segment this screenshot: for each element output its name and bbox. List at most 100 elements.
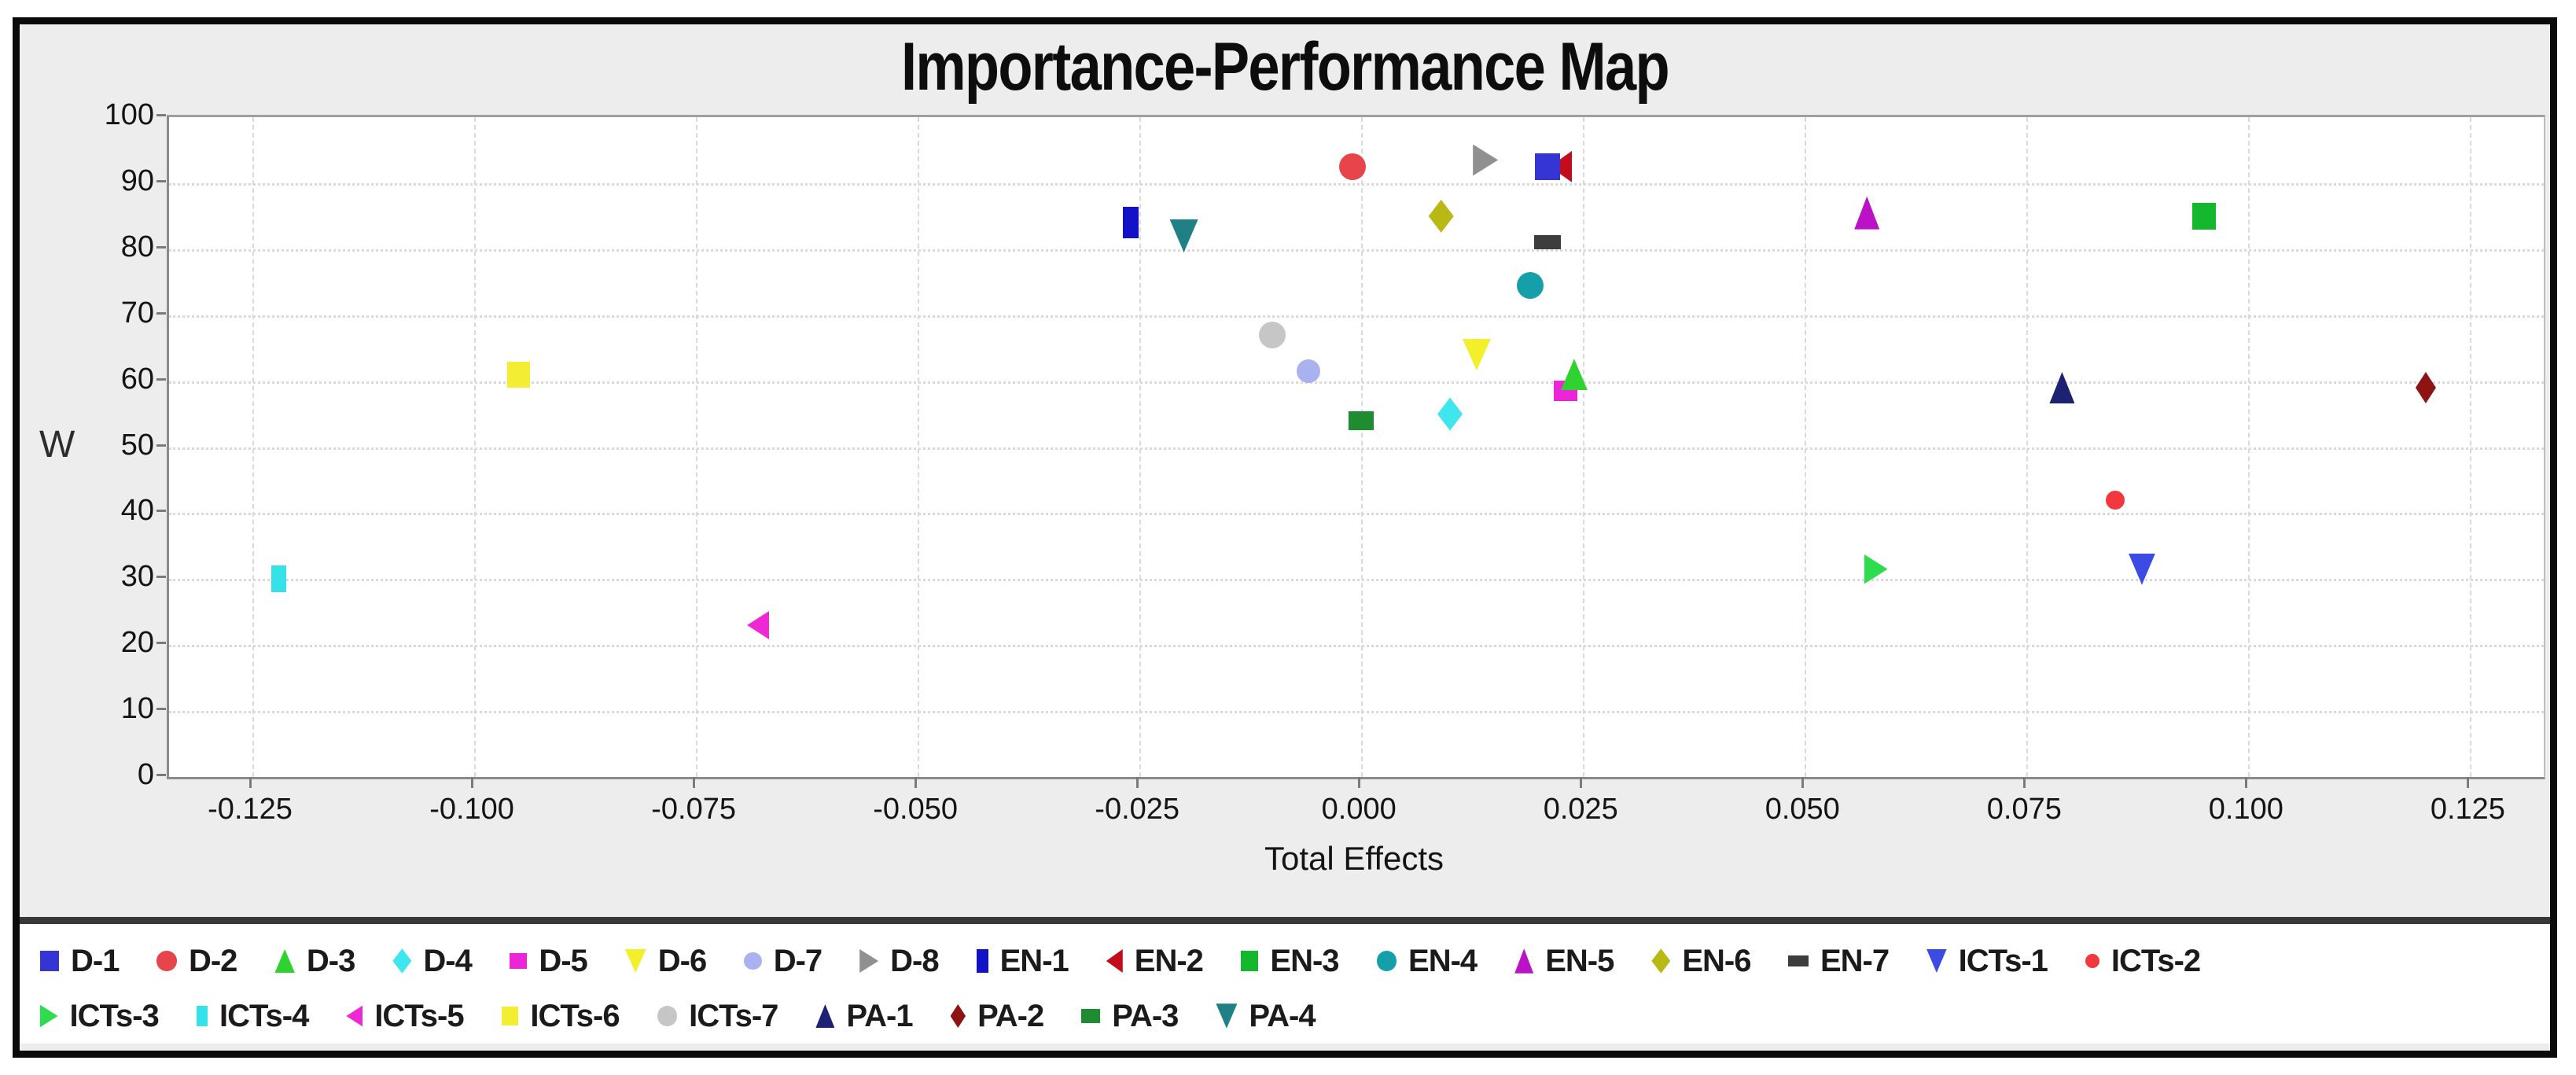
legend-item-ICTs-3: ICTs-3 — [40, 998, 160, 1034]
legend-item-D-5: D-5 — [509, 944, 588, 979]
legend-label: ICTs-3 — [69, 998, 160, 1033]
x-tick-label: 0.075 — [1986, 793, 2062, 826]
legend-item-PA-4: PA-4 — [1216, 998, 1316, 1034]
legend-item-D-4: D-4 — [392, 943, 473, 979]
legend-label: EN-5 — [1545, 943, 1614, 978]
data-point-ICTs-5 — [747, 611, 770, 640]
x-tick-mark — [914, 777, 918, 788]
y-tick-mark — [156, 114, 166, 116]
data-point-ICTs-4 — [271, 565, 287, 593]
down-marker-icon — [624, 949, 646, 973]
square-marker-icon — [501, 1006, 519, 1026]
x-tick-mark — [1580, 777, 1583, 788]
legend-item-D-2: D-2 — [156, 944, 237, 979]
y-gridline — [169, 579, 2544, 582]
legend-label: ICTs-4 — [219, 998, 309, 1033]
legend-label: D-3 — [306, 943, 355, 978]
data-point-D-6 — [1462, 339, 1491, 371]
left-marker-icon — [346, 1005, 363, 1027]
y-tick-label: 30 — [120, 560, 154, 594]
data-point-PA-1 — [2049, 371, 2075, 403]
legend-item-D-3: D-3 — [274, 944, 355, 979]
down-marker-icon — [1216, 1003, 1238, 1029]
square-marker-icon — [1081, 1009, 1101, 1023]
x-axis-label: Total Effects — [1264, 840, 1444, 877]
y-tick-mark — [156, 377, 166, 381]
y-gridline — [169, 447, 2544, 450]
legend-item-ICTs-6: ICTs-6 — [501, 998, 620, 1034]
data-point-D-8 — [1473, 144, 1499, 176]
x-tick-mark — [471, 777, 474, 788]
legend-label: PA-3 — [1112, 998, 1179, 1033]
legend-label: EN-1 — [999, 943, 1069, 978]
square-marker-icon — [196, 1006, 208, 1026]
x-tick-mark — [249, 777, 252, 788]
y-tick-mark — [156, 245, 166, 249]
diamond-marker-icon — [1651, 948, 1671, 974]
legend-item-D-8: D-8 — [859, 944, 940, 979]
x-tick-mark — [2023, 777, 2026, 788]
up-marker-icon — [1514, 948, 1534, 974]
legend-item-EN-1: EN-1 — [976, 943, 1069, 979]
circle-marker-icon — [2085, 954, 2099, 968]
y-tick-label: 60 — [120, 362, 154, 396]
y-gridline — [169, 249, 2544, 252]
legend-label: EN-3 — [1270, 943, 1339, 978]
right-marker-icon — [859, 949, 879, 973]
y-tick-label: 0 — [137, 758, 154, 791]
legend-label: ICTs-7 — [689, 998, 778, 1033]
legend-label: ICTs-5 — [374, 998, 464, 1033]
y-tick-mark — [156, 576, 166, 579]
square-marker-icon — [1240, 951, 1259, 971]
x-tick-label: -0.075 — [651, 793, 736, 826]
legend-item-ICTs-1: ICTs-1 — [1926, 944, 2048, 979]
data-point-EN-1 — [1122, 207, 1139, 239]
legend-item-D-6: D-6 — [624, 944, 707, 979]
y-gridline — [169, 315, 2544, 318]
circle-marker-icon — [744, 952, 762, 970]
legend-label: EN-7 — [1820, 943, 1890, 978]
legend-label: ICTs-2 — [2110, 943, 2201, 978]
legend-item-PA-1: PA-1 — [815, 998, 914, 1034]
x-tick-mark — [693, 777, 696, 788]
legend-item-PA-3: PA-3 — [1081, 998, 1179, 1034]
legend-label: D-4 — [423, 943, 472, 978]
x-tick-label: -0.025 — [1095, 793, 1180, 826]
data-point-D-2 — [1338, 153, 1366, 180]
data-point-ICTs-6 — [506, 361, 530, 388]
y-tick-mark — [156, 179, 166, 182]
legend-item-EN-2: EN-2 — [1106, 944, 1204, 979]
x-tick-label: 0.100 — [2208, 793, 2283, 826]
legend-label: PA-4 — [1249, 998, 1316, 1033]
x-tick-mark — [1136, 777, 1139, 788]
legend-label: ICTs-1 — [1958, 943, 2048, 978]
data-point-D-7 — [1296, 359, 1320, 383]
data-point-EN-6 — [1428, 199, 1454, 233]
y-tick-mark — [156, 444, 166, 447]
legend-label: ICTs-6 — [530, 998, 620, 1033]
data-point-EN-4 — [1516, 271, 1544, 299]
right-marker-icon — [40, 1004, 58, 1028]
circle-marker-icon — [156, 951, 177, 971]
data-point-EN-5 — [1854, 196, 1880, 230]
legend-label: PA-1 — [846, 998, 913, 1033]
x-tick-label: -0.100 — [429, 793, 514, 826]
square-marker-icon — [509, 953, 528, 969]
x-tick-mark — [2467, 777, 2470, 788]
y-axis-label: W — [39, 424, 75, 466]
y-gridline — [169, 711, 2544, 714]
legend-row-1: D-1 D-2 D-3 D-4 D-5 D-6 D-7 D-8 EN-1 EN-2 EN-3 EN-4… — [40, 933, 2530, 988]
diamond-marker-icon — [950, 1004, 966, 1028]
square-marker-icon — [40, 951, 59, 971]
x-tick-label: 0.125 — [2430, 793, 2505, 826]
x-tick-label: 0.050 — [1765, 793, 1840, 826]
data-point-PA-2 — [2415, 371, 2436, 403]
y-gridline — [169, 381, 2544, 384]
legend-item-ICTs-2: ICTs-2 — [2085, 943, 2201, 979]
legend-item-EN-7: EN-7 — [1788, 943, 1890, 979]
legend-label: EN-4 — [1408, 943, 1478, 978]
circle-marker-icon — [1376, 951, 1397, 971]
data-point-PA-3 — [1349, 410, 1374, 430]
legend-label: EN-6 — [1682, 943, 1751, 978]
legend-label: D-2 — [188, 943, 237, 978]
